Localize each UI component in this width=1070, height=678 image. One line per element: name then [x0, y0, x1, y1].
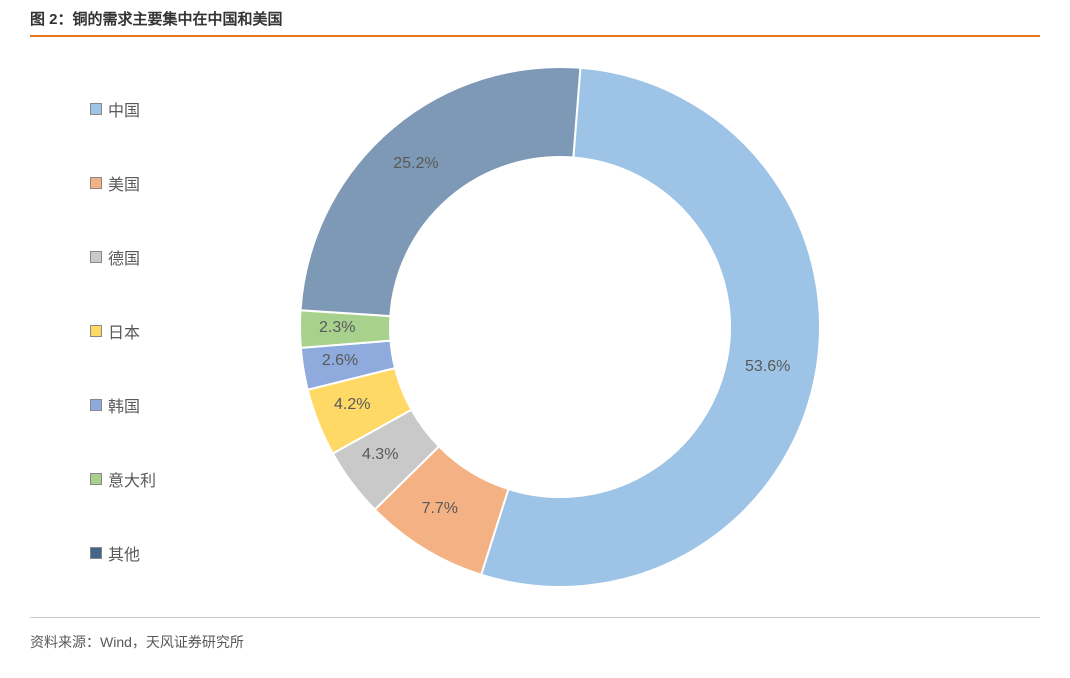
- legend-swatch: [90, 325, 102, 337]
- slice-percent-label: 2.3%: [319, 319, 355, 337]
- legend-label: 德国: [108, 245, 140, 269]
- legend-label: 日本: [108, 319, 140, 343]
- legend-swatch: [90, 177, 102, 189]
- legend-item: 意大利: [90, 467, 156, 491]
- slice-percent-label: 2.6%: [322, 352, 358, 370]
- legend-swatch: [90, 251, 102, 263]
- legend-item: 韩国: [90, 393, 156, 417]
- data-source: 资料来源：Wind，天风证券研究所: [0, 618, 1070, 652]
- figure-title-bar: 图 2：铜的需求主要集中在中国和美国: [0, 0, 1070, 35]
- donut-chart: 53.6% 7.7% 4.3% 4.2% 2.6% 2.3% 25.2%: [280, 47, 840, 607]
- slice-percent-label: 4.2%: [334, 396, 370, 414]
- slice-percent-label: 4.3%: [362, 446, 398, 464]
- legend-label: 韩国: [108, 393, 140, 417]
- legend-swatch: [90, 547, 102, 559]
- donut-slice: [301, 67, 581, 316]
- slice-percent-label: 25.2%: [393, 155, 438, 173]
- legend-label: 中国: [108, 97, 140, 121]
- figure-title: 图 2：铜的需求主要集中在中国和美国: [30, 11, 283, 28]
- legend-item: 日本: [90, 319, 156, 343]
- legend: 中国美国德国日本韩国意大利其他: [90, 97, 156, 615]
- legend-label: 意大利: [108, 467, 156, 491]
- legend-label: 美国: [108, 171, 140, 195]
- legend-label: 其他: [108, 541, 140, 565]
- legend-swatch: [90, 399, 102, 411]
- legend-swatch: [90, 103, 102, 115]
- legend-swatch: [90, 473, 102, 485]
- slice-percent-label: 7.7%: [422, 500, 458, 518]
- donut-svg: [280, 47, 840, 607]
- chart-area: 中国美国德国日本韩国意大利其他 53.6% 7.7% 4.3% 4.2% 2.6% 2.3…: [0, 37, 1070, 617]
- legend-item: 其他: [90, 541, 156, 565]
- slice-percent-label: 53.6%: [745, 358, 790, 376]
- legend-item: 德国: [90, 245, 156, 269]
- legend-item: 中国: [90, 97, 156, 121]
- legend-item: 美国: [90, 171, 156, 195]
